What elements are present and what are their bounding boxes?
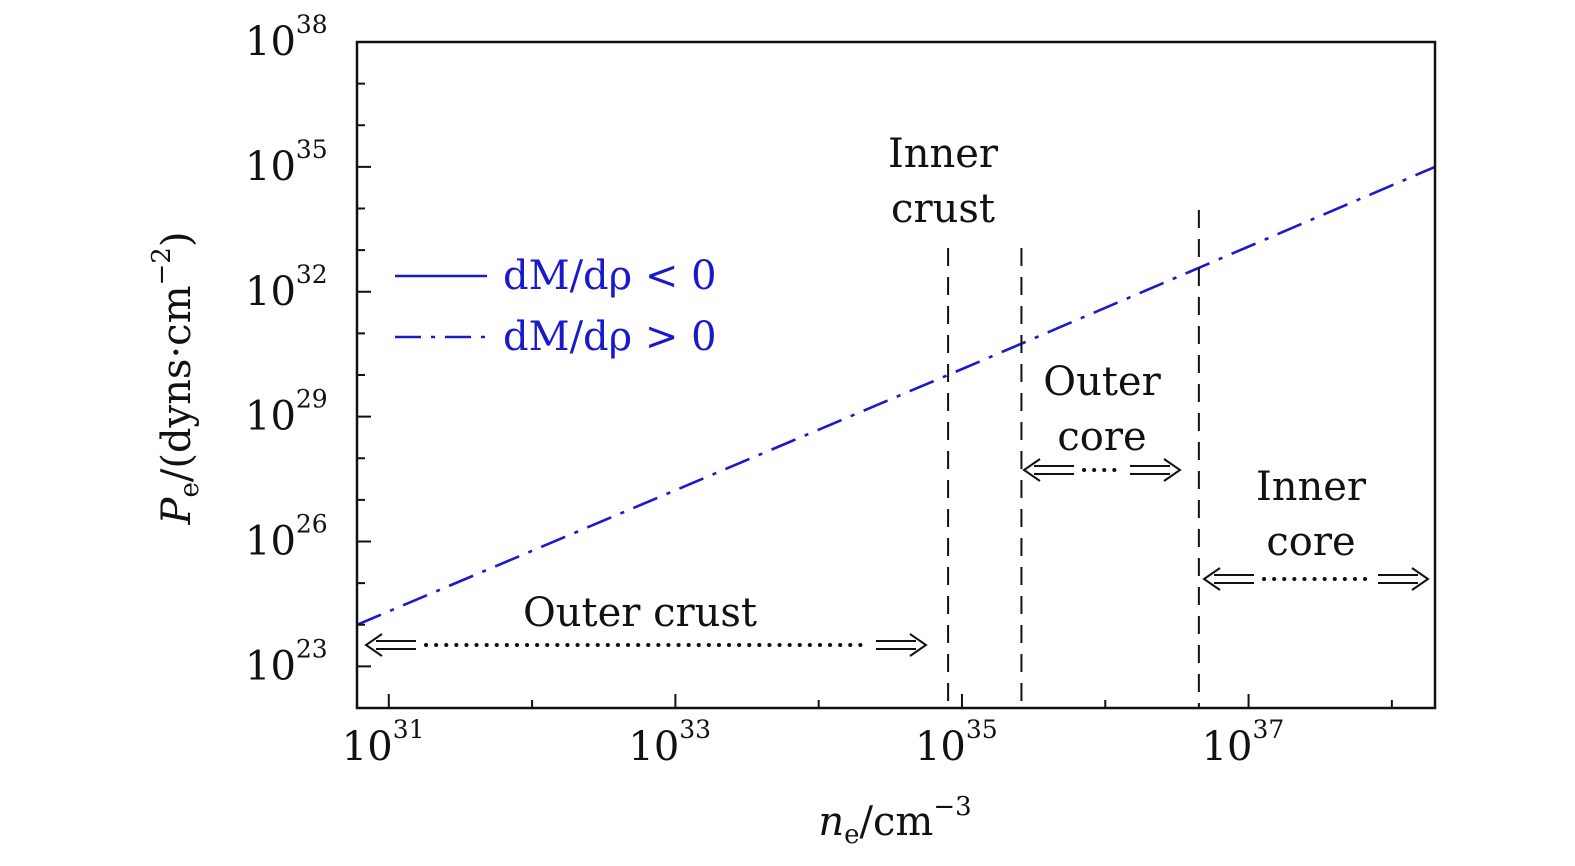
region-label: crust [891, 186, 995, 232]
axis-layer: 1023 1026 1029 1032 1035 1038 1031 1033 1035 1037… [147, 10, 1437, 850]
series-line-2 [357, 165, 1435, 626]
legend: dM/dρ < 0 dM/dρ > 0 [395, 253, 717, 360]
arrow-head [909, 633, 928, 657]
y-tick-label: 1029 [245, 385, 328, 440]
y-tick-label: 1026 [245, 510, 328, 565]
arrow-head [364, 633, 383, 657]
region-label: Inner [1256, 464, 1367, 510]
annotation-layer: Outer crust Inner crust Outer core Inner core [364, 131, 1430, 657]
y-tick-label: 1038 [245, 10, 328, 65]
legend-label-2: dM/dρ > 0 [503, 314, 717, 360]
x-tick-label: 1033 [628, 715, 711, 770]
region-label: Outer crust [523, 590, 757, 636]
y-tick-label: 1023 [245, 634, 328, 689]
arrow-head [1202, 567, 1221, 591]
x-axis-label: ne/cm−3 [818, 792, 971, 850]
region-label: Outer [1043, 359, 1161, 405]
series-layer [357, 165, 1435, 626]
region-label: core [1266, 519, 1355, 565]
y-tick-label: 1035 [245, 135, 328, 190]
y-axis-label: Pe/(dyns·cm−2) [147, 232, 205, 526]
arrow-head [1022, 458, 1041, 482]
y-tick-label: 1032 [245, 260, 328, 315]
region-label: Inner [888, 131, 999, 177]
boundary-layer [947, 210, 1200, 708]
legend-label-1: dM/dρ < 0 [503, 253, 717, 299]
x-tick-label: 1031 [342, 715, 425, 770]
x-tick-label: 1035 [915, 715, 998, 770]
x-tick-label: 1037 [1202, 715, 1285, 770]
region-label: core [1057, 414, 1146, 460]
arrow-head [1411, 567, 1430, 591]
arrow-head [1163, 458, 1182, 482]
